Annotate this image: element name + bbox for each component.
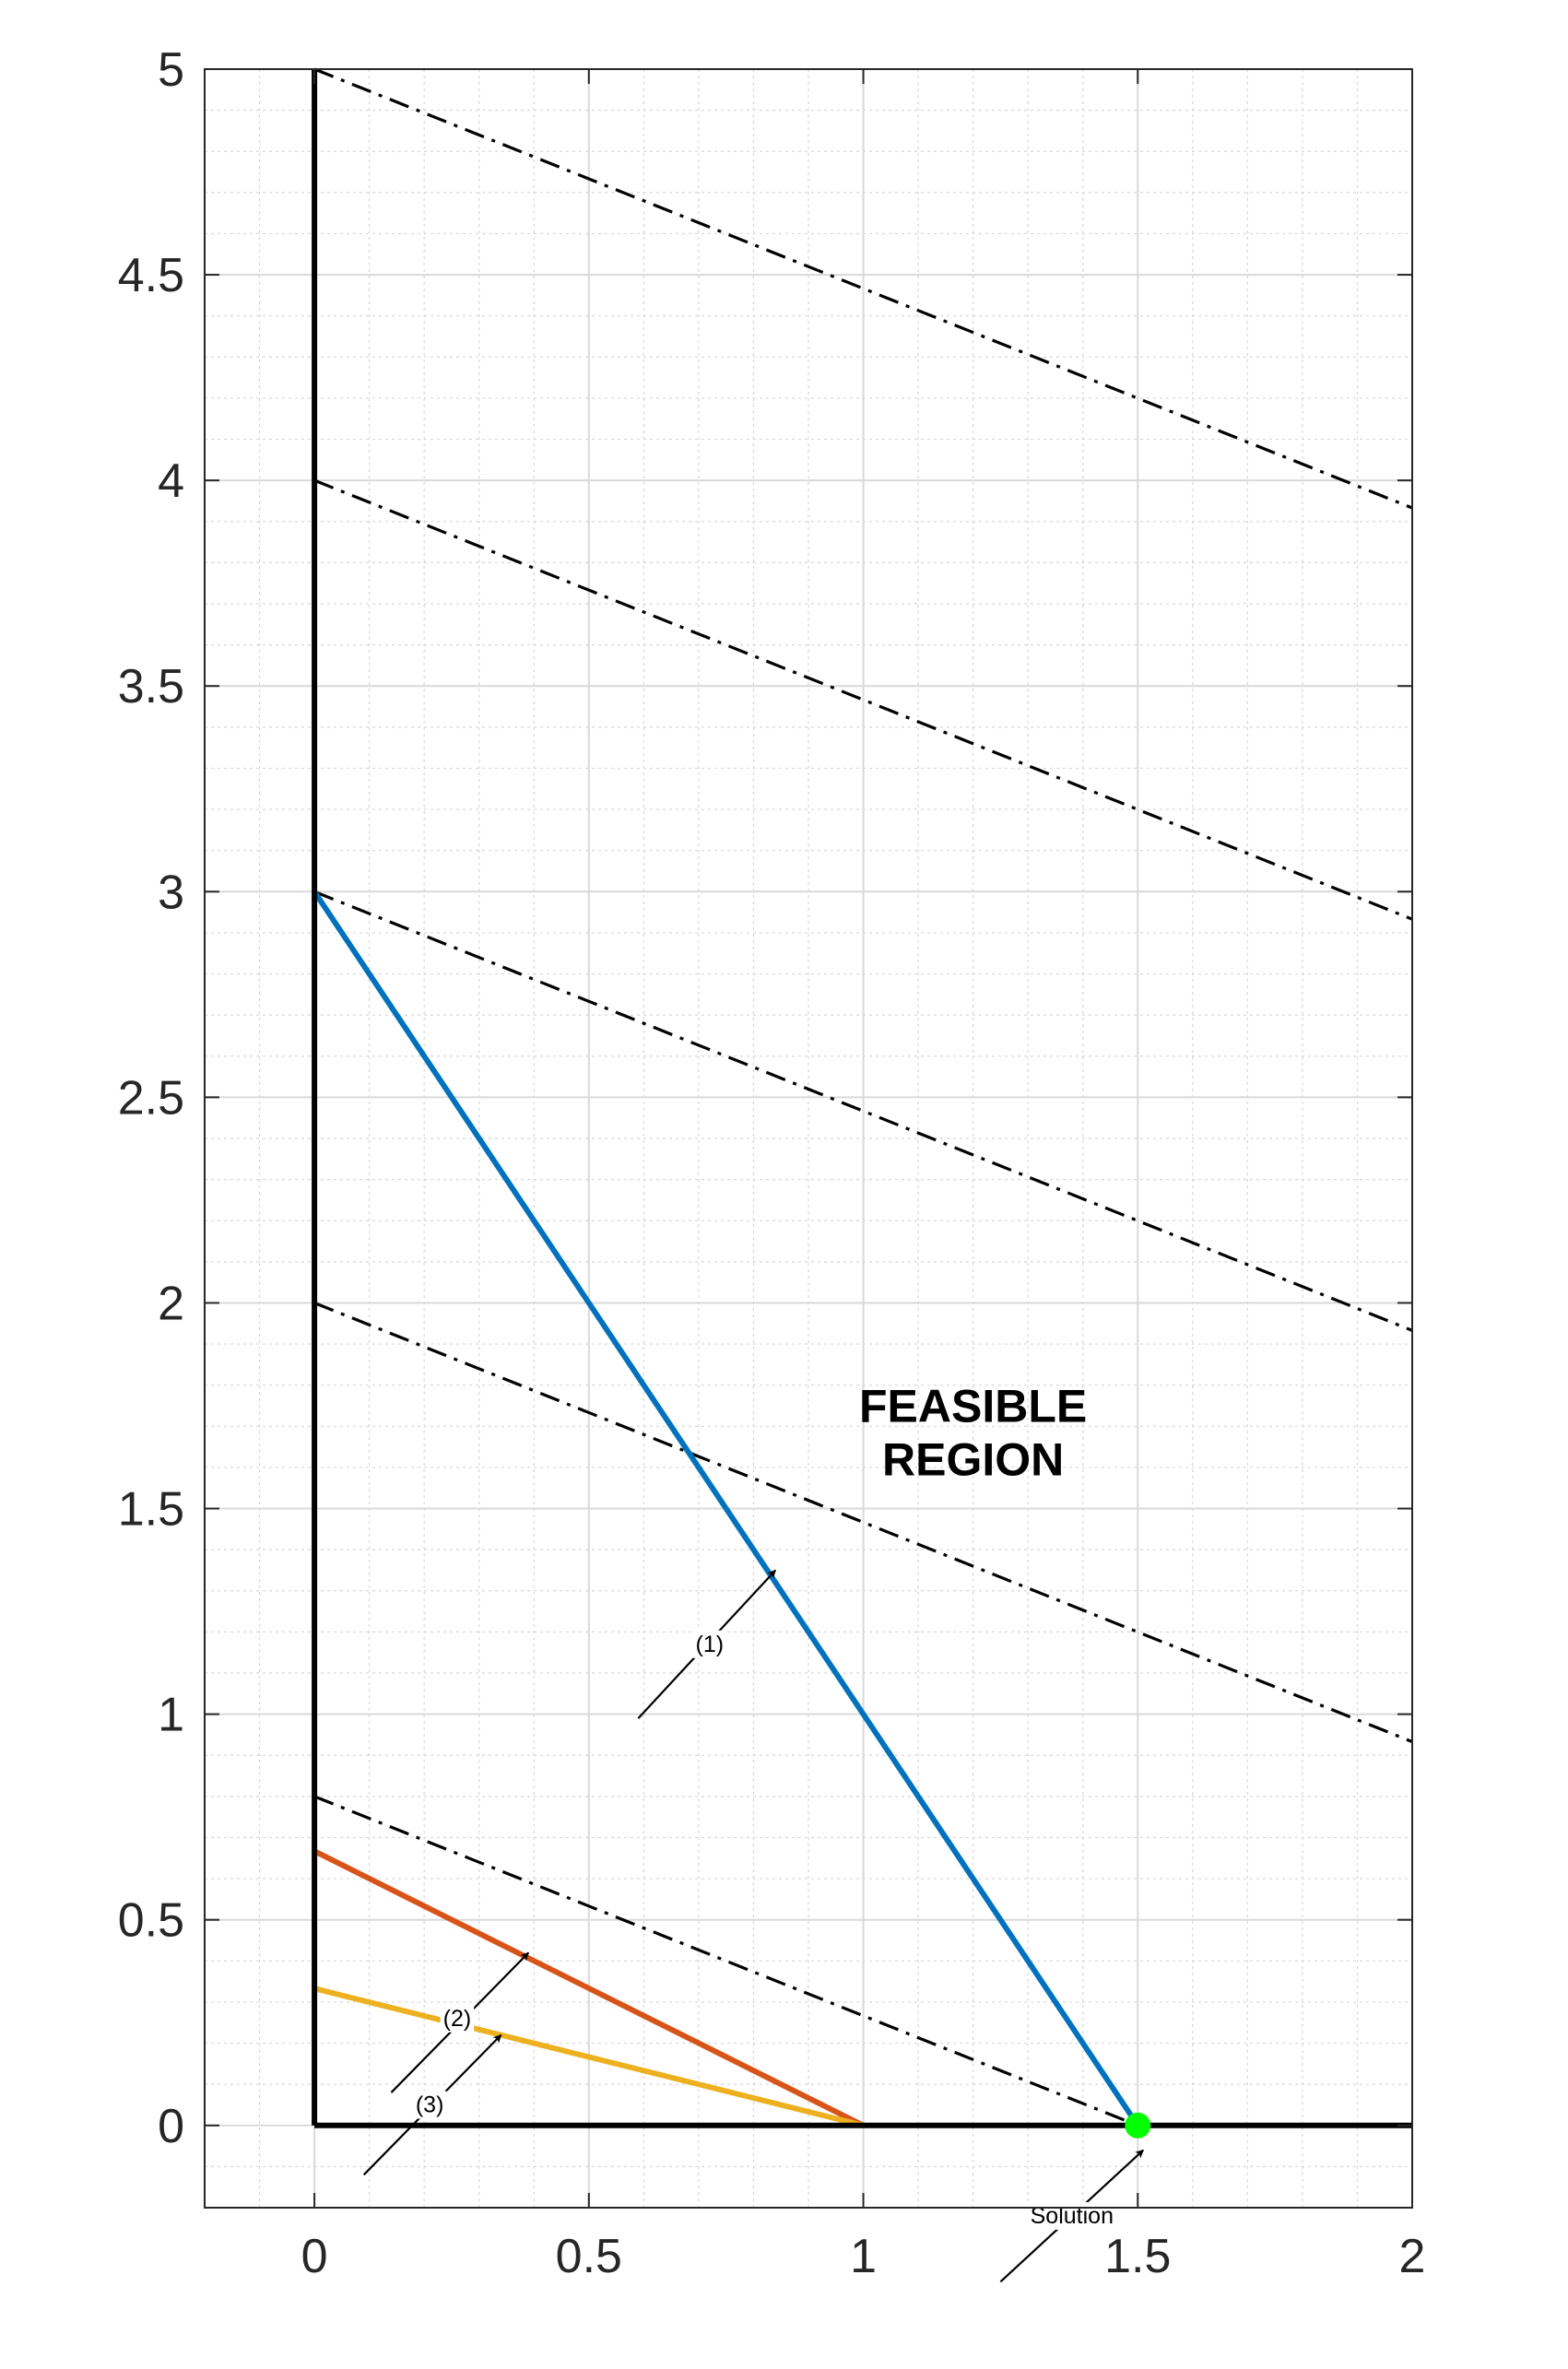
x-tick-label: 0.5: [556, 2230, 622, 2283]
objective-line: [313, 478, 1413, 921]
y-tick-label: 1.5: [118, 1483, 184, 1537]
objective-line: [313, 1795, 1138, 2127]
constraint-line-2: [312, 1848, 865, 2128]
y-tick-label: 2: [158, 1277, 184, 1330]
objective-line: [313, 1301, 1413, 1743]
series-lines: [312, 890, 1140, 2128]
y-tick-label: 1: [158, 1689, 184, 1742]
plot-frame: [204, 68, 1413, 2209]
y-tick-label: 4.5: [118, 249, 184, 302]
constraint-line-1: [312, 890, 1140, 2127]
annotation-label: (1): [696, 1632, 725, 1657]
x-tick-label: 0: [301, 2230, 328, 2283]
y-tick-label: 0: [158, 2100, 184, 2153]
annotation-label: (3): [416, 2092, 444, 2117]
y-tick-label: 0.5: [118, 1894, 184, 1948]
y-tick-label: 5: [158, 43, 184, 97]
y-tick-label: 3: [158, 866, 184, 919]
constraint-line-3: [313, 1986, 865, 2128]
y-tick-label: 4: [158, 454, 184, 508]
objective-line: [313, 67, 1413, 510]
solution-point: [1125, 2112, 1151, 2139]
annotation-label: (2): [443, 2006, 472, 2032]
x-axis-ticks: 0 0.5 1 1.5 2: [301, 69, 1426, 2283]
annotation-label-bg: [1027, 2201, 1116, 2230]
y-tick-label: 3.5: [118, 660, 184, 713]
objective-line: [313, 890, 1413, 1332]
x-tick-label: 1: [850, 2230, 877, 2283]
objective-lines: [313, 67, 1413, 2127]
x-tick-label: 2: [1399, 2230, 1426, 2283]
annotation-label-bg: [412, 2091, 447, 2119]
y-axis-ticks: 0 0.5 1 1.5 2 2.5 3 3.5 4 4.5 5: [118, 43, 1412, 2153]
x-tick-label: 1.5: [1104, 2230, 1171, 2283]
y-tick-label: 2.5: [118, 1071, 184, 1125]
annotation-label-bg: [440, 2004, 475, 2033]
region-label-line-2: REGION: [882, 1434, 1064, 1486]
annotation-label-bg: [692, 1630, 727, 1658]
region-label-line-1: FEASIBLE: [859, 1381, 1087, 1432]
axis-lines: [312, 69, 1412, 2128]
